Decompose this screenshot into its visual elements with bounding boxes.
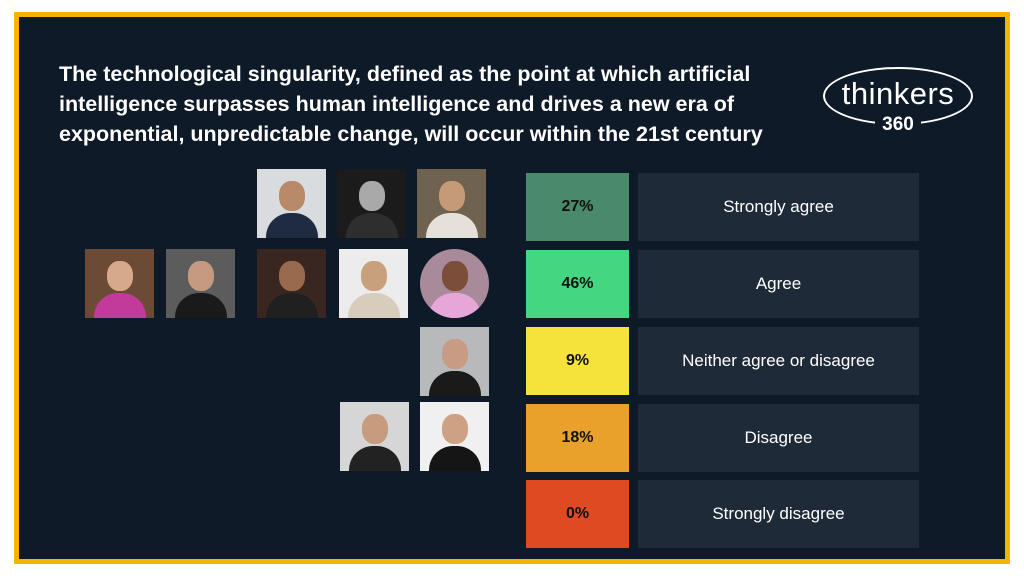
percent-agree: 46% bbox=[526, 250, 629, 318]
slide: The technological singularity, defined a… bbox=[14, 12, 1010, 564]
option-neither: Neither agree or disagree bbox=[638, 327, 919, 395]
respondent-photo bbox=[417, 169, 486, 238]
respondent-photo bbox=[339, 249, 408, 318]
percent-strongly-disagree: 0% bbox=[526, 480, 629, 548]
respondent-photo bbox=[340, 402, 409, 471]
respondent-photo bbox=[85, 249, 154, 318]
question-title: The technological singularity, defined a… bbox=[59, 62, 763, 146]
option-strongly-disagree: Strongly disagree bbox=[638, 480, 919, 548]
logo-number: 360 bbox=[875, 115, 921, 135]
respondent-photo bbox=[420, 327, 489, 396]
percent-neither: 9% bbox=[526, 327, 629, 395]
option-disagree: Disagree bbox=[638, 404, 919, 472]
respondent-photo bbox=[420, 249, 489, 318]
percent-disagree: 18% bbox=[526, 404, 629, 472]
respondent-photo bbox=[166, 249, 235, 318]
thinkers360-logo: thinkers 360 bbox=[823, 67, 973, 137]
logo-word: thinkers bbox=[841, 76, 955, 111]
option-strongly-agree: Strongly agree bbox=[638, 173, 919, 241]
respondent-photo bbox=[420, 402, 489, 471]
respondent-photo bbox=[257, 249, 326, 318]
option-agree: Agree bbox=[638, 250, 919, 318]
respondent-photo bbox=[337, 169, 406, 238]
respondent-photo bbox=[257, 169, 326, 238]
percent-strongly-agree: 27% bbox=[526, 173, 629, 241]
